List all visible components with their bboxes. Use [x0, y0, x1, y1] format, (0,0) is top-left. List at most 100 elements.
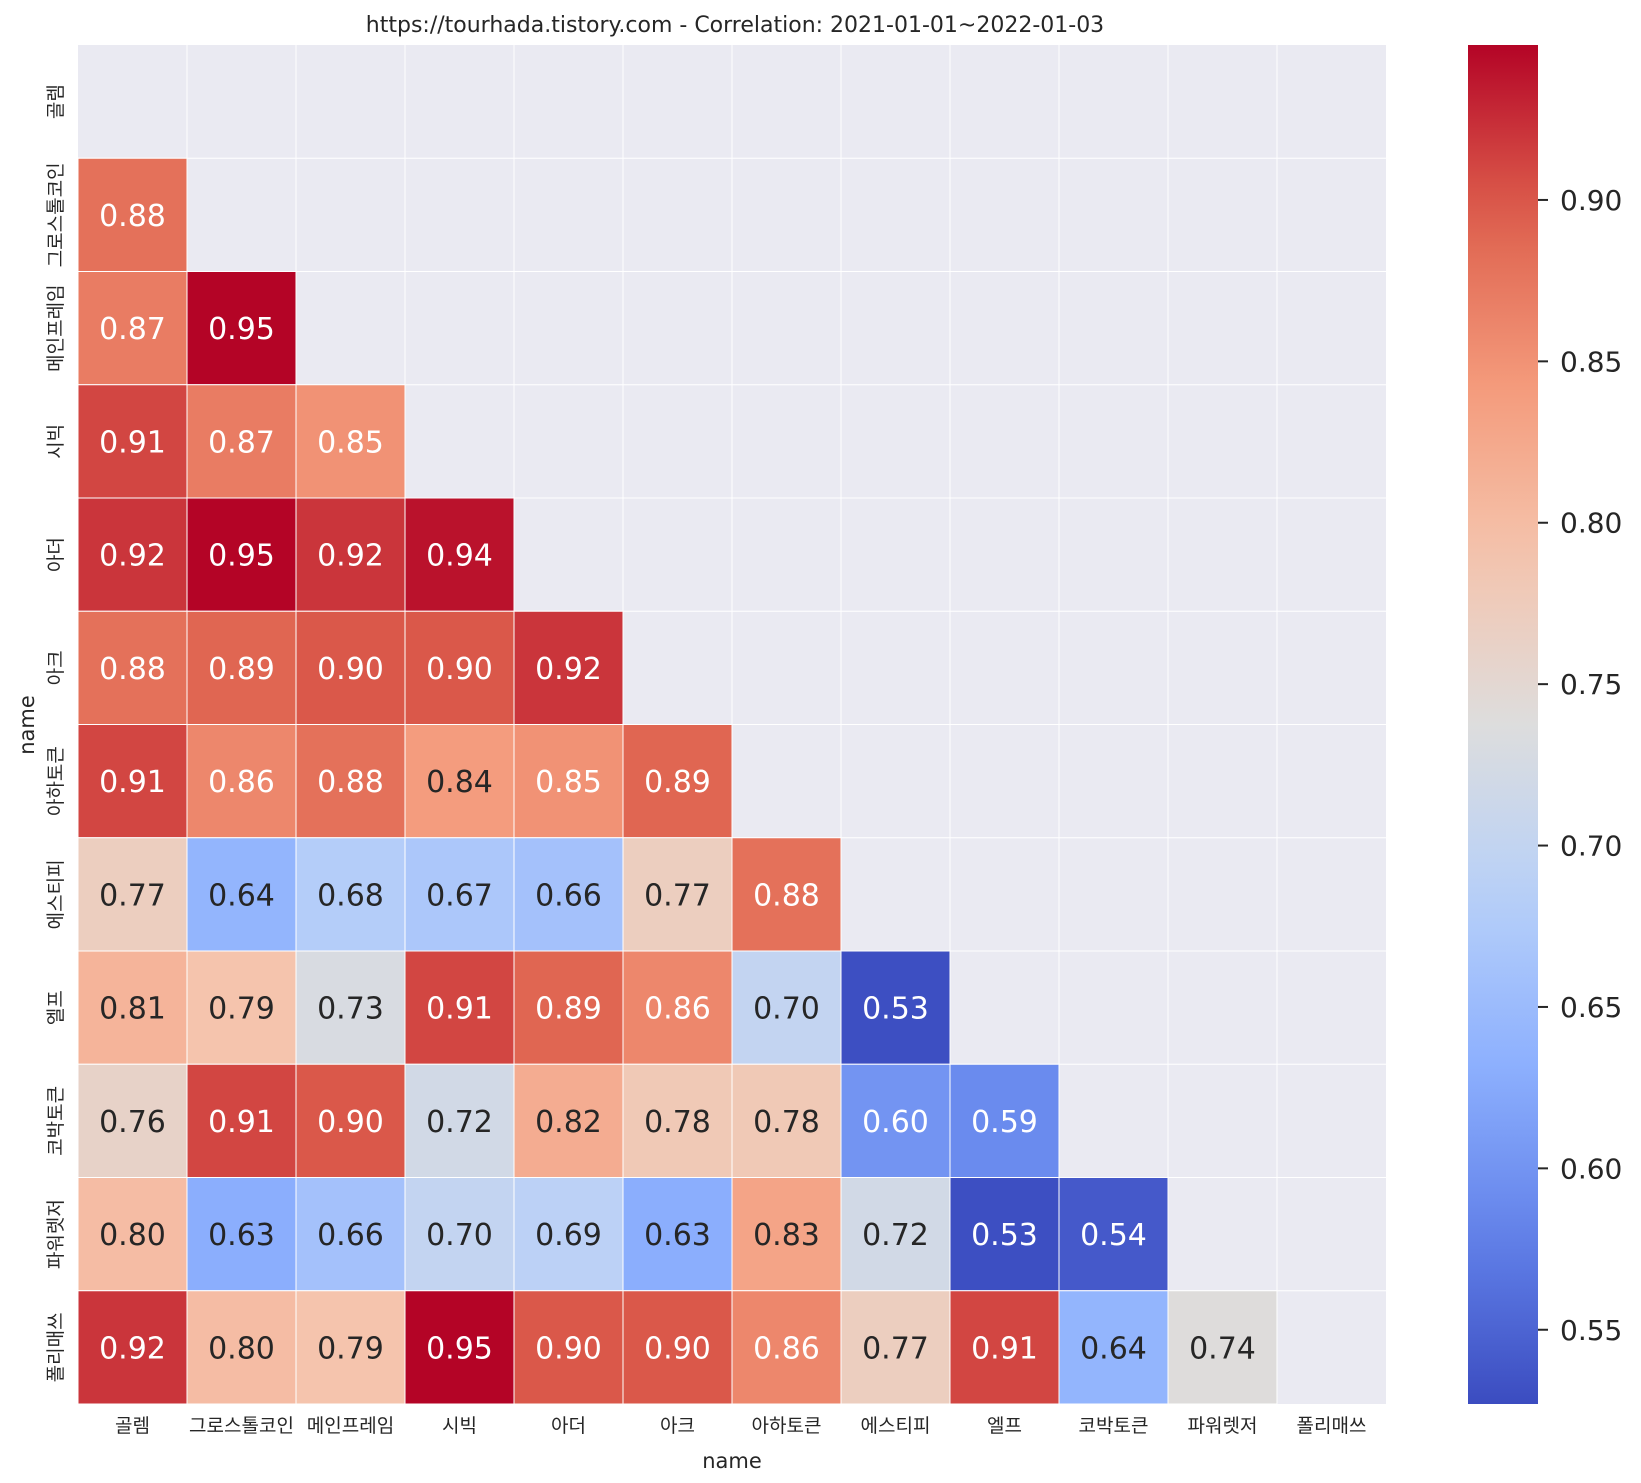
heatmap-cell-6-2 [295, 724, 406, 839]
y-tick-label: 아더 [45, 537, 67, 572]
heatmap-cell-label-8-1: 0.79 [208, 992, 275, 1027]
heatmap-cell-label-7-1: 0.64 [208, 878, 275, 913]
heatmap-cell-label-1-0: 0.88 [99, 199, 166, 234]
heatmap-cell-9-0 [77, 1063, 188, 1178]
x-tick-label: 그로스톨코인 [189, 1415, 294, 1437]
heatmap-cell-label-7-3: 0.67 [426, 878, 493, 913]
heatmap-cell-label-10-8: 0.53 [971, 1218, 1038, 1253]
heatmap-cell-11-7 [840, 1290, 951, 1405]
heatmap-cell-label-9-4: 0.82 [535, 1105, 602, 1140]
colorbar-tick-label: 0.60 [1560, 1152, 1622, 1185]
x-tick-label: 메인프레임 [307, 1415, 394, 1437]
colorbar-tick-label: 0.65 [1560, 991, 1622, 1024]
heatmap-cell-label-8-4: 0.89 [535, 992, 602, 1027]
heatmap-cell-10-3 [404, 1177, 515, 1292]
heatmap-cell-9-7 [840, 1063, 951, 1178]
x-tick-label: 아하토큰 [752, 1415, 822, 1437]
heatmap-cell-label-3-2: 0.85 [317, 425, 384, 460]
heatmap-cell-6-1 [186, 724, 297, 839]
heatmap-cell-label-2-1: 0.95 [208, 312, 275, 347]
heatmap-cell-label-9-8: 0.59 [971, 1105, 1038, 1140]
heatmap-cell-10-2 [295, 1177, 406, 1292]
x-axis-title: name [702, 1449, 762, 1473]
heatmap-cell-label-10-4: 0.69 [535, 1218, 602, 1253]
heatmap-cell-10-6 [731, 1177, 842, 1292]
heatmap-cell-label-10-3: 0.70 [426, 1218, 493, 1253]
heatmap-cell-8-2 [295, 950, 406, 1065]
heatmap-cell-label-6-3: 0.84 [426, 765, 493, 800]
heatmap-cell-label-11-1: 0.80 [208, 1331, 275, 1366]
heatmap-cell-label-10-0: 0.80 [99, 1218, 166, 1253]
heatmap-cell-10-8 [949, 1177, 1060, 1292]
x-tick-label: 시빅 [442, 1415, 477, 1437]
heatmap-cell-8-4 [513, 950, 624, 1065]
heatmap-cell-4-3 [404, 497, 515, 612]
heatmap-cell-label-9-6: 0.78 [753, 1105, 820, 1140]
heatmap-cell-label-9-5: 0.78 [644, 1105, 711, 1140]
colorbar-ticks: 0.55 0.60 0.65 0.70 0.75 0.80 0.85 0.90 [1538, 184, 1622, 1347]
heatmap-cell-label-9-1: 0.91 [208, 1105, 275, 1140]
y-tick-label: 시빅 [45, 424, 67, 459]
heatmap-cell-7-0 [77, 837, 188, 952]
heatmap-cell-label-4-3: 0.94 [426, 539, 493, 574]
heatmap-cell-label-10-6: 0.83 [753, 1218, 820, 1253]
heatmap-cell-label-8-2: 0.73 [317, 992, 384, 1027]
x-tick-label: 엘프 [987, 1415, 1022, 1437]
y-tick-label: 엘프 [45, 990, 67, 1025]
heatmap-cell-label-7-0: 0.77 [99, 878, 166, 913]
y-tick-label: 아하토큰 [45, 746, 67, 816]
heatmap-cell-label-5-4: 0.92 [535, 652, 602, 687]
colorbar-tick-label: 0.70 [1560, 830, 1622, 863]
heatmap-cell-9-1 [186, 1063, 297, 1178]
heatmap-cell-label-7-6: 0.88 [753, 878, 820, 913]
heatmap-cell-10-1 [186, 1177, 297, 1292]
heatmap-cell-4-2 [295, 497, 406, 612]
heatmap-cell-3-1 [186, 384, 297, 499]
colorbar-tick-label: 0.55 [1560, 1314, 1622, 1347]
heatmap-cell-label-3-0: 0.91 [99, 425, 166, 460]
heatmap-cell-label-4-1: 0.95 [208, 539, 275, 574]
heatmap-cell-label-9-7: 0.60 [862, 1105, 929, 1140]
colorbar-tick-label: 0.90 [1560, 184, 1622, 217]
heatmap-cell-11-6 [731, 1290, 842, 1405]
heatmap-cell-label-5-1: 0.89 [208, 652, 275, 687]
heatmap-cell-label-6-0: 0.91 [99, 765, 166, 800]
heatmap-cell-label-6-2: 0.88 [317, 765, 384, 800]
chart-title: https://tourhada.tistory.com - Correlati… [366, 13, 1104, 38]
heatmap-cell-label-7-5: 0.77 [644, 878, 711, 913]
heatmap-cell-8-0 [77, 950, 188, 1065]
y-tick-label: 파워렛저 [45, 1199, 67, 1269]
y-tick-label: 코박토큰 [45, 1086, 67, 1156]
heatmap-cell-label-8-0: 0.81 [99, 992, 166, 1027]
heatmap-cell-5-3 [404, 610, 515, 725]
heatmap-cell-label-11-2: 0.79 [317, 1331, 384, 1366]
heatmap-cell-label-4-0: 0.92 [99, 539, 166, 574]
heatmap-cell-10-0 [77, 1177, 188, 1292]
heatmap-cell-label-9-3: 0.72 [426, 1105, 493, 1140]
heatmap-cell-label-11-8: 0.91 [971, 1331, 1038, 1366]
heatmap-cell-1-0 [77, 157, 188, 272]
y-axis-title: name [15, 695, 39, 755]
heatmap-cell-label-8-6: 0.70 [753, 992, 820, 1027]
x-tick-label: 코박토큰 [1079, 1415, 1149, 1437]
heatmap-cell-11-8 [949, 1290, 1060, 1405]
heatmap-cell-8-7 [840, 950, 951, 1065]
y-tick-label: 그로스톨코인 [45, 162, 67, 267]
heatmap-cell-8-5 [622, 950, 733, 1065]
heatmap-cell-9-6 [731, 1063, 842, 1178]
heatmap-cell-label-5-2: 0.90 [317, 652, 384, 687]
heatmap-cell-label-11-4: 0.90 [535, 1331, 602, 1366]
y-tick-label: 아크 [45, 650, 67, 685]
heatmap-cell-9-2 [295, 1063, 406, 1178]
heatmap-cell-label-8-3: 0.91 [426, 992, 493, 1027]
y-tick-label: 메인프레임 [45, 284, 67, 371]
heatmap-cell-label-10-2: 0.66 [317, 1218, 384, 1253]
x-tick-label: 아더 [551, 1415, 586, 1437]
x-tick-label: 골렘 [115, 1415, 150, 1437]
x-tick-labels: 골렘 그로스톨코인 메인프레임 시빅 아더 아크 아하토큰 에스티피 엘프 코박토큰 파워렛저 폴리매… [115, 1415, 1366, 1437]
heatmap-cell-label-9-0: 0.76 [99, 1105, 166, 1140]
heatmap-cell-11-5 [622, 1290, 733, 1405]
heatmap-cell-5-1 [186, 610, 297, 725]
heatmap-cell-label-8-7: 0.53 [862, 992, 929, 1027]
